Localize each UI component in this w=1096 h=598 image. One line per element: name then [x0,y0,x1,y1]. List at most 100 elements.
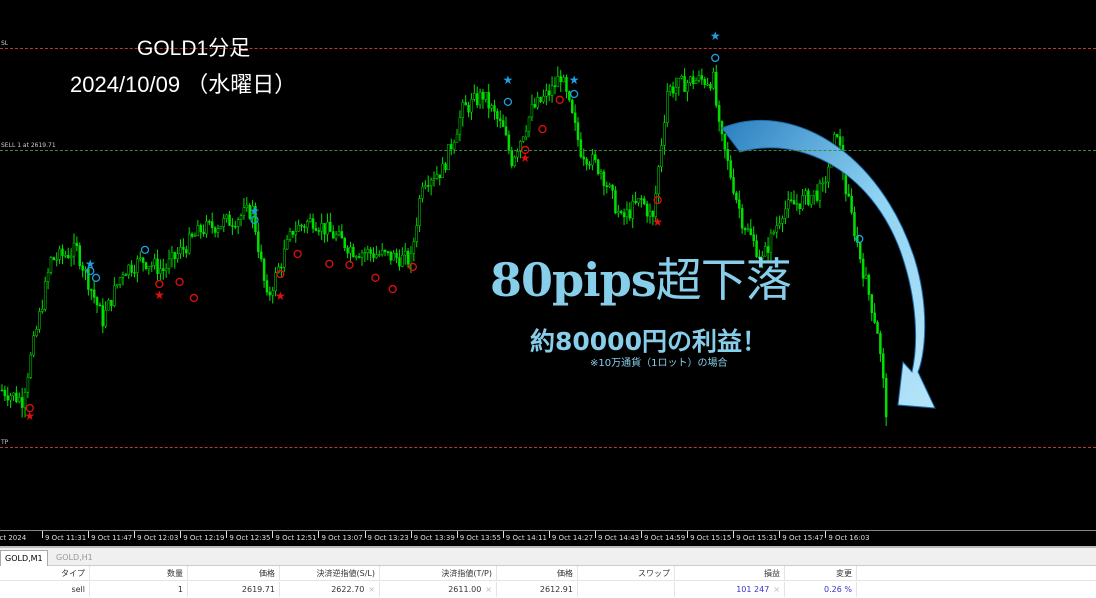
lot-note: ※10万通貨（1ロット）の場合 [590,358,728,369]
candle [239,215,243,220]
candle [251,205,254,219]
candle [121,274,125,278]
column-header[interactable]: 決済指値(T/P) [380,566,497,581]
candle [654,193,658,217]
candle [763,246,767,257]
candle [516,151,519,158]
candle [625,209,629,218]
entry-line[interactable]: SELL 1 at 2619.71 [0,142,1096,151]
candle [475,93,479,106]
candle [815,190,819,201]
price-chart[interactable]: ★★★★★★★★★★★ SL SELL 1 at 2619.71 TP GOLD… [0,0,1096,530]
tab-gold-m1[interactable]: GOLD,M1 [0,550,48,566]
candle [686,82,689,92]
candle [392,252,395,261]
candle [559,76,562,83]
candle [334,234,338,239]
candle [61,248,64,256]
sell-signal-circle [371,273,380,282]
candle [196,225,200,237]
column-header[interactable]: スワップ [578,566,675,581]
candle [38,311,41,330]
candle [617,211,620,214]
column-header[interactable]: タイプ [0,566,90,581]
candle [452,142,456,150]
column-header[interactable]: 数量 [90,566,188,581]
chart-canvas: ★★★★★★★★★★★ [0,29,936,427]
take-profit-line[interactable]: TP [0,439,1096,448]
candle [769,232,773,253]
candle [470,98,473,113]
column-header[interactable]: 変更 [785,566,857,581]
candle [709,83,712,89]
clear-icon[interactable]: × [485,585,492,594]
candle [838,136,842,146]
column-header[interactable]: 価格 [188,566,280,581]
candle [167,258,171,269]
candle [64,255,67,257]
clear-icon[interactable]: × [773,585,780,594]
candle [323,223,326,235]
candle [447,144,450,170]
table-row[interactable]: sell 1 2619.71 2622.70 × 2611.00 × 2612.91 101 2… [0,582,1096,597]
tab-gold-h1[interactable]: GOLD,H1 [56,553,93,562]
candle [265,280,269,293]
candle [573,112,577,123]
candle [340,231,344,239]
candle [640,198,643,200]
column-header[interactable]: 決済逆指値(S/L) [280,566,380,581]
candle [254,205,257,233]
buy-signal-star-icon: ★ [85,257,96,271]
candle [115,284,119,287]
candle [501,120,505,127]
chart-tabs: GOLD,M1 GOLD,H1 [0,548,1096,566]
time-axis-label: 9 Oct 13:23 [364,531,409,542]
buy-signal-circle [140,245,150,255]
column-header[interactable]: 価格 [497,566,578,581]
candle [141,257,145,263]
candle [23,392,27,408]
time-axis-label: 9 Oct 13:07 [318,531,363,542]
candle [882,353,885,379]
candle [288,230,292,240]
candle [179,247,182,254]
time-axis-label: Oct 2024 [0,534,27,542]
candle [242,207,246,217]
candle [418,198,421,226]
sell-signal-circle [293,249,302,259]
candle [804,190,807,196]
clear-icon[interactable]: × [368,585,375,594]
table-cell: 2612.91 [497,582,578,597]
stop-loss-label: SL [1,40,9,47]
candle [317,230,321,232]
table-cell: sell [0,582,90,597]
sell-signal-circle [538,125,547,134]
stop-loss-line[interactable]: SL [0,40,1096,49]
column-header[interactable]: 損益 [675,566,785,581]
candle [389,251,393,261]
candle [876,322,879,334]
candle [510,150,514,167]
candle [507,134,511,151]
candle [493,105,496,112]
candle [758,256,761,259]
headline: 80pips超下落 [490,244,792,310]
candle [41,308,44,312]
time-axis-label: 9 Oct 14:59 [641,531,685,542]
candle [689,76,692,84]
candle [749,228,753,235]
candle [683,76,686,92]
candle [591,154,594,166]
candle [426,185,430,187]
candle [90,289,93,291]
candle [210,221,214,229]
candle [714,71,718,106]
candle [478,91,482,106]
candle [18,397,21,402]
candle [712,71,715,89]
candle [205,221,208,234]
candle [193,235,197,238]
candle [746,228,750,231]
candle [95,297,99,306]
candles [0,64,888,427]
